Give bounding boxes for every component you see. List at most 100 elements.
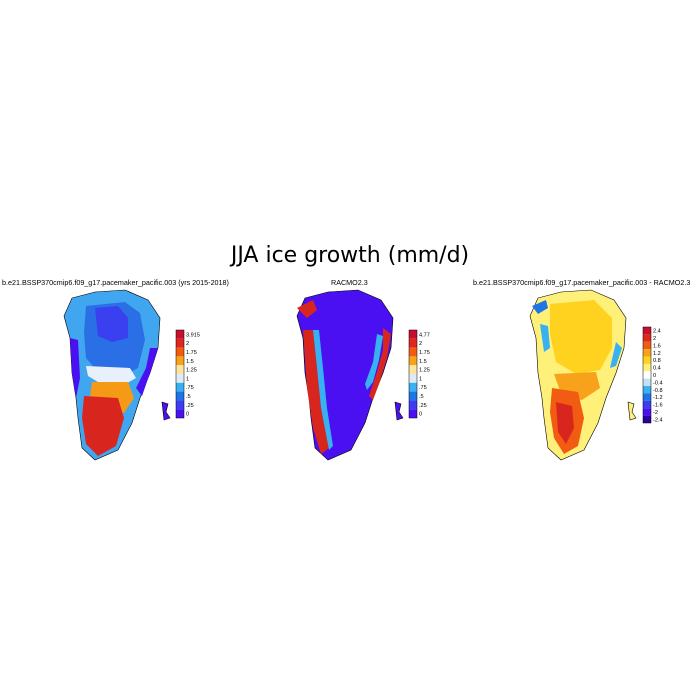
colorbar-tick-label: -1.2 [653,395,663,401]
margin-deep-blue-left [70,338,80,398]
colorbar-tick-label: 1.75 [419,350,430,356]
east-margin-blue [365,334,383,390]
interior-yellow [550,300,612,374]
colorbar-tick-label: 0 [653,373,656,379]
colorbar-tick-label: 1.5 [419,359,427,365]
colorbar-segment [643,378,651,387]
east-margin-red [369,328,391,400]
colorbar-segment [409,365,417,374]
colorbar: 2.421.6 1.20.8 0.40-0.4 -0.8-1.2 -1.6-2-2.4 [642,326,663,424]
colorbar-tick-label: .5 [419,394,424,400]
panel-title: b.e21.BSSP370cmip6.f09_g17.pacemaker_pac… [473,278,691,287]
colorbar-tick-label: -0.8 [653,388,663,394]
colorbar-segment [176,330,184,339]
colorbar-segment [176,347,184,357]
colorbar-tick-label: 0.8 [653,358,661,364]
colorbar-segment [643,327,651,335]
colorbar-tick-label: .25 [186,403,194,409]
colorbar-segment [643,393,651,401]
colorbar-tick-label: 1 [419,376,422,382]
colorbar-tick-label: -1.6 [653,403,663,409]
colorbar-tick-label: 1.5 [186,359,194,365]
west-blue-patch [540,324,550,352]
panel-model: b.e21.BSSP370cmip6.f09_g17.pacemaker_pac… [0,278,234,468]
colorbar-tick-label: .75 [186,385,194,391]
south-red-region [82,396,124,456]
colorbar-segment [409,400,417,410]
colorbar-tick-label: 2 [653,336,656,342]
colorbar-tick-label: -2 [653,410,658,416]
colorbar-tick-label: 2 [419,341,422,347]
colorbar-segment [176,409,184,418]
island-outline [627,401,637,421]
colorbar-border [642,326,652,424]
colorbar-segment [643,400,651,409]
figure-title: JJA ice growth (mm/d) [230,243,470,268]
colorbar-segment [176,391,184,401]
colorbar-segment [176,356,184,366]
panel-title: b.e21.BSSP370cmip6.f09_g17.pacemaker_pac… [2,278,229,287]
margin-deep-blue-right [136,348,158,396]
colorbar-tick-label: -2.4 [653,417,663,423]
interior-deep-blue [95,306,128,342]
colorbar-segment [643,386,651,394]
northwest-blue-patch [532,300,548,314]
colorbar-tick-label: 0 [186,412,189,418]
colorbar-tick-label: 1.6 [653,343,661,349]
southwest-red [556,402,574,444]
greenland-map [63,289,171,461]
colorbar-segment [409,391,417,401]
colorbar-segment [409,347,417,357]
colorbar-segment [409,356,417,366]
colorbar-tick-label: 4.77 [419,332,430,338]
colorbar-tick-label: -0.4 [653,380,663,386]
colorbar-tick-label: 0.4 [653,366,661,372]
colorbar-tick-label: 1 [186,376,189,382]
panel-difference: b.e21.BSSP370cmip6.f09_g17.pacemaker_pac… [466,278,700,468]
colorbar-tick-label: 2.4 [653,329,661,335]
island-outline [161,401,171,421]
colorbar-tick-label: 1.75 [186,350,197,356]
colorbar-segment [643,363,651,372]
colorbar-segment [409,330,417,339]
colorbar-segment [176,365,184,374]
colorbar-tick-label: 1.25 [419,368,430,374]
colorbar-segment [176,374,184,383]
west-margin-blue [313,330,333,450]
colorbar-tick-label: .5 [186,394,191,400]
colorbar-segment [176,338,184,348]
colorbar-segment [643,371,651,379]
colorbar-border [408,329,418,419]
colorbar-segment [643,415,651,423]
colorbar-tick-label: 3.915 [186,332,200,338]
colorbar-segment [643,356,651,364]
colorbar-segment [643,408,651,416]
colorbar-tick-label: 1.2 [653,351,661,357]
map-svg: 2.421.6 1.20.8 0.40-0.4 -0.8-1.2 -1.6-2-2.4 [529,289,663,461]
colorbar-tick-label: .25 [419,403,427,409]
colorbar-segment [409,382,417,392]
colorbar-tick-label: .75 [419,385,427,391]
panel-racmo: RACMO2.3 4.77 2 1.75 1.5 1.25 1.75.5.25 0 [233,278,467,468]
panel-title: RACMO2.3 [331,278,368,287]
east-blue-patch [610,342,622,368]
colorbar-segment [643,349,651,357]
colorbar-segment [409,338,417,348]
white-band [86,366,136,386]
colorbar-segment [176,382,184,392]
colorbar-segment [643,334,651,342]
west-margin-red [303,330,329,454]
greenland-map [296,289,404,461]
colorbar-tick-label: 2 [186,341,189,347]
colorbar-segment [409,409,417,418]
colorbar-tick-label: 0 [419,412,422,418]
island-outline [394,401,404,421]
colorbar-segment [643,341,651,350]
colorbar-segment [176,400,184,410]
greenland-map [529,289,637,461]
colorbar-tick-label: 1.25 [186,368,197,374]
